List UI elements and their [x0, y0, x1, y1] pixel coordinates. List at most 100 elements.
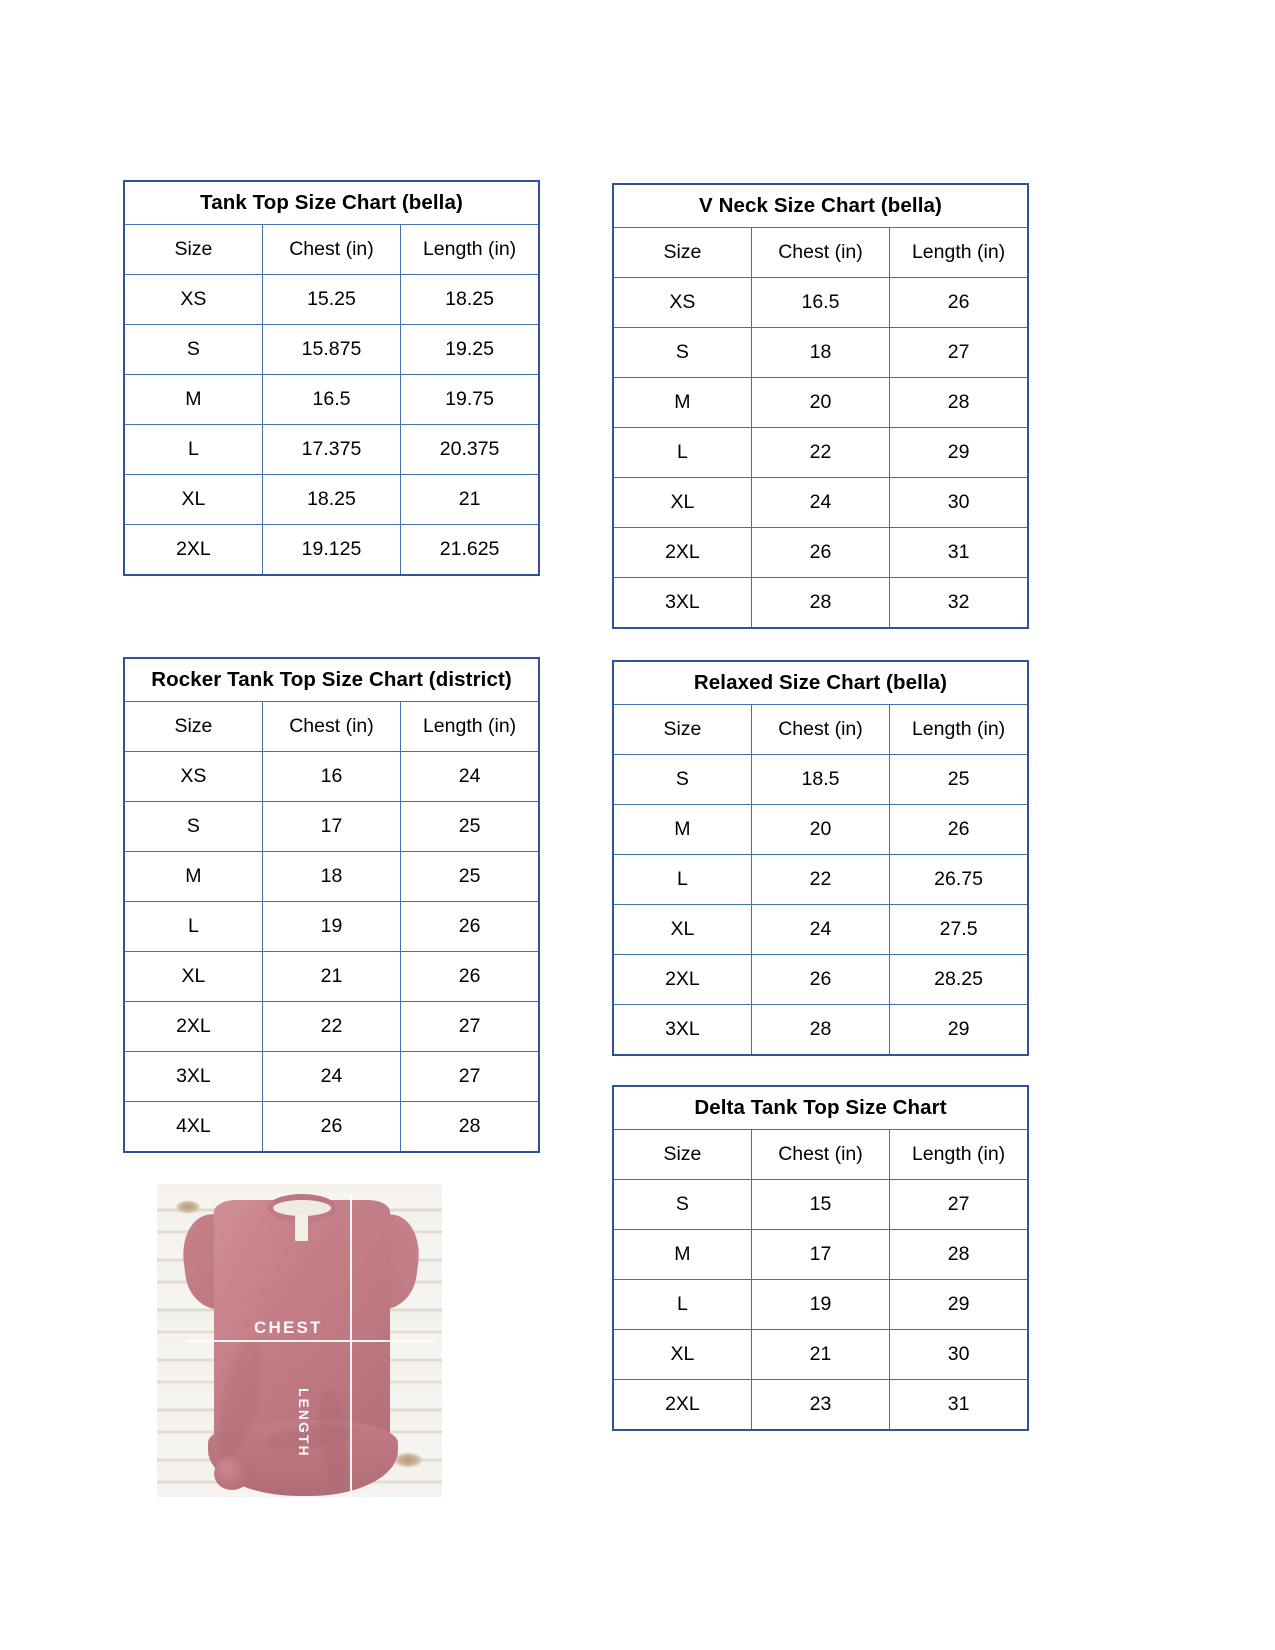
table-row: 3XL 28 29	[612, 1004, 1029, 1056]
table-header-row: Size Chest (in) Length (in)	[123, 224, 540, 275]
cell-chest: 19	[750, 1279, 891, 1330]
table-row: XL 21 26	[123, 951, 540, 1002]
table-header-row: Size Chest (in) Length (in)	[612, 1129, 1029, 1180]
cell-size: M	[612, 377, 752, 428]
cell-chest: 19	[261, 901, 402, 952]
table-row: XL 24 30	[612, 477, 1029, 528]
table-row: 2XL 26 31	[612, 527, 1029, 578]
cell-chest: 18.25	[261, 474, 402, 525]
table-row: L 19 26	[123, 901, 540, 952]
cell-size: 3XL	[123, 1051, 263, 1102]
cell-size: S	[612, 1179, 752, 1230]
table-row: S 18 27	[612, 327, 1029, 378]
table-delta-tank-top-size-chart: Delta Tank Top Size Chart Size Chest (in) L…	[612, 1085, 1029, 1431]
cell-length: 26	[400, 951, 540, 1002]
cell-size: M	[612, 804, 752, 855]
cell-chest: 28	[750, 1004, 891, 1056]
cell-chest: 17.375	[261, 424, 402, 475]
cell-length: 25	[400, 801, 540, 852]
cell-length: 27	[400, 1001, 540, 1052]
cell-chest: 20	[750, 377, 891, 428]
cell-length: 29	[889, 1279, 1029, 1330]
column-header: Chest (in)	[750, 1129, 891, 1180]
cell-length: 26	[400, 901, 540, 952]
cell-chest: 16.5	[261, 374, 402, 425]
cell-size: 2XL	[123, 1001, 263, 1052]
table-row: XS 16 24	[123, 751, 540, 802]
column-header: Size	[123, 701, 263, 752]
table-v-neck-size-chart: V Neck Size Chart (bella) Size Chest (in) L…	[612, 183, 1029, 629]
cell-size: L	[123, 901, 263, 952]
cell-chest: 19.125	[261, 524, 402, 576]
cell-chest: 20	[750, 804, 891, 855]
cell-length: 26	[889, 277, 1029, 328]
cell-chest: 22	[261, 1001, 402, 1052]
cell-chest: 21	[261, 951, 402, 1002]
cell-size: S	[612, 327, 752, 378]
cell-chest: 16.5	[750, 277, 891, 328]
cell-chest: 22	[750, 427, 891, 478]
table-row: M 20 26	[612, 804, 1029, 855]
table-title-row: Relaxed Size Chart (bella)	[613, 661, 1028, 705]
cell-chest: 24	[750, 904, 891, 955]
table-row: 2XL 26 28.25	[612, 954, 1029, 1005]
length-measure-line	[350, 1194, 352, 1497]
table-row: S 15.875 19.25	[123, 324, 540, 375]
cell-length: 28	[889, 377, 1029, 428]
cell-chest: 15	[750, 1179, 891, 1230]
cell-length: 26	[889, 804, 1029, 855]
cell-size: M	[612, 1229, 752, 1280]
table-row: 2XL 23 31	[612, 1379, 1029, 1431]
cell-chest: 17	[261, 801, 402, 852]
table-title: Rocker Tank Top Size Chart (district)	[124, 658, 539, 702]
table-row: S 17 25	[123, 801, 540, 852]
table-row: L 22 29	[612, 427, 1029, 478]
table-row: XL 21 30	[612, 1329, 1029, 1380]
cell-chest: 26	[750, 527, 891, 578]
cell-chest: 15.875	[261, 324, 402, 375]
cell-length: 19.75	[400, 374, 540, 425]
cell-length: 25	[400, 851, 540, 902]
wood-knot-icon	[393, 1452, 423, 1468]
table-title: Relaxed Size Chart (bella)	[613, 661, 1028, 705]
table-title: Delta Tank Top Size Chart	[613, 1086, 1028, 1130]
table-row: L 17.375 20.375	[123, 424, 540, 475]
cell-chest: 23	[750, 1379, 891, 1431]
column-header: Size	[123, 224, 263, 275]
cell-size: XL	[123, 474, 263, 525]
table-title-row: Tank Top Size Chart (bella)	[124, 181, 539, 225]
table-row: L 19 29	[612, 1279, 1029, 1330]
cell-size: S	[123, 324, 263, 375]
cell-length: 27	[400, 1051, 540, 1102]
table-relaxed-size-chart: Relaxed Size Chart (bella) Size Chest (in)…	[612, 660, 1029, 1056]
cell-chest: 26	[261, 1101, 402, 1153]
length-measure-label: LENGTH	[296, 1388, 312, 1458]
table-row: M 18 25	[123, 851, 540, 902]
cell-chest: 28	[750, 577, 891, 629]
table-row: XS 16.5 26	[612, 277, 1029, 328]
cell-length: 18.25	[400, 274, 540, 325]
tshirt-brand-label	[295, 1215, 308, 1241]
cell-size: 2XL	[612, 527, 752, 578]
cell-size: 3XL	[612, 577, 752, 629]
table-row: M 17 28	[612, 1229, 1029, 1280]
cell-length: 28	[400, 1101, 540, 1153]
cell-size: L	[612, 1279, 752, 1330]
column-header: Length (in)	[400, 224, 540, 275]
column-header: Chest (in)	[261, 701, 402, 752]
cell-length: 27.5	[889, 904, 1029, 955]
cell-chest: 17	[750, 1229, 891, 1280]
cell-size: 2XL	[612, 954, 752, 1005]
cell-length: 28	[889, 1229, 1029, 1280]
column-header: Length (in)	[400, 701, 540, 752]
cell-chest: 21	[750, 1329, 891, 1380]
table-tank-top-size-chart: Tank Top Size Chart (bella) Size Chest (in…	[123, 180, 540, 576]
table-row: M 20 28	[612, 377, 1029, 428]
table-row: L 22 26.75	[612, 854, 1029, 905]
cell-size: XS	[123, 751, 263, 802]
cell-size: XL	[123, 951, 263, 1002]
table-title: Tank Top Size Chart (bella)	[124, 181, 539, 225]
cell-length: 24	[400, 751, 540, 802]
cell-length: 28.25	[889, 954, 1029, 1005]
